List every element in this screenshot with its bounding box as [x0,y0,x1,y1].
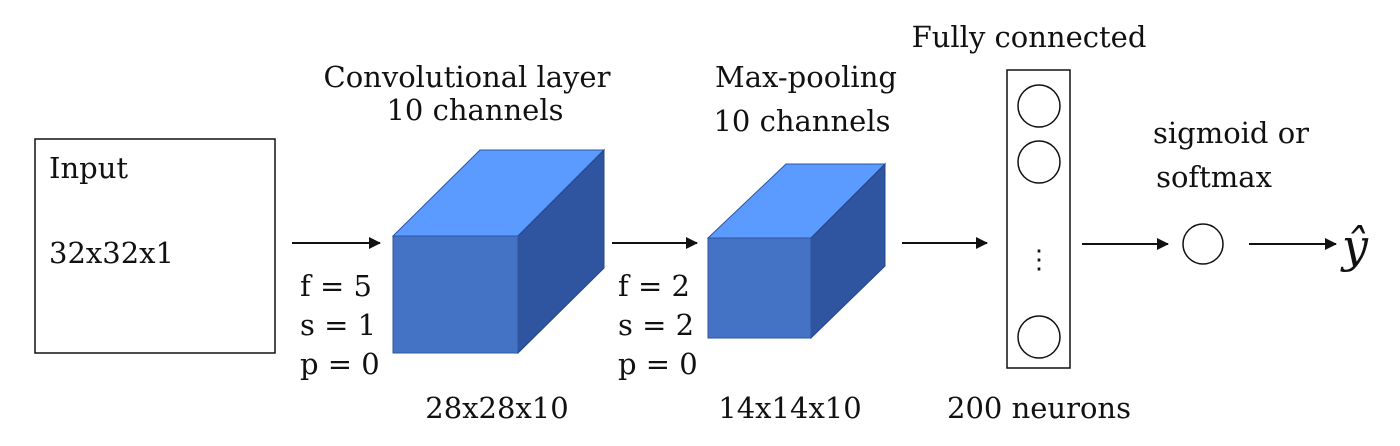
conv-param-s: s = 1 [300,308,376,342]
conv-title-line2: 10 channels [386,93,563,127]
input-size: 32x32x1 [49,236,174,270]
pool-title-line1: Max-pooling [715,60,897,94]
fc-ellipsis: ⋮ [1026,245,1052,275]
pool-params: f = 2 s = 2 p = 0 [618,269,698,381]
conv-cube-front [392,235,519,354]
activation-line2: softmax [1156,160,1272,194]
activation-line1: sigmoid or [1153,116,1309,150]
pool-layer: Max-pooling 10 channels 14x14x10 [706,60,897,425]
conv-param-p: p = 0 [300,347,380,381]
input-title: Input [49,151,128,185]
fc-neuron-1 [1017,84,1061,128]
pool-title-line2: 10 channels [713,104,890,138]
pool-cube-front [707,237,812,339]
pool-param-s: s = 2 [618,308,694,342]
input-box [34,138,276,354]
fc-neuron-2 [1017,140,1061,184]
pool-param-f: f = 2 [618,269,690,303]
fc-neuron-last [1017,315,1061,359]
activation-node: sigmoid or softmax [1153,116,1309,265]
input-layer: Input 32x32x1 [34,138,276,354]
conv-layer: Convolutional layer 10 channels 28x28x10 [324,60,611,425]
fc-layer: Fully connected ⋮ 200 neurons [912,20,1147,425]
conv-param-f: f = 5 [300,269,372,303]
output-y-hat: ŷ [1340,219,1369,273]
fc-title: Fully connected [912,20,1147,54]
conv-output-size: 28x28x10 [425,391,568,425]
fc-neuron-count: 200 neurons [947,391,1131,425]
pool-output-size: 14x14x10 [718,391,861,425]
conv-title-line1: Convolutional layer [324,60,611,94]
conv-params: f = 5 s = 1 p = 0 [300,269,380,381]
activation-neuron [1182,223,1224,265]
pool-param-p: p = 0 [618,347,698,381]
